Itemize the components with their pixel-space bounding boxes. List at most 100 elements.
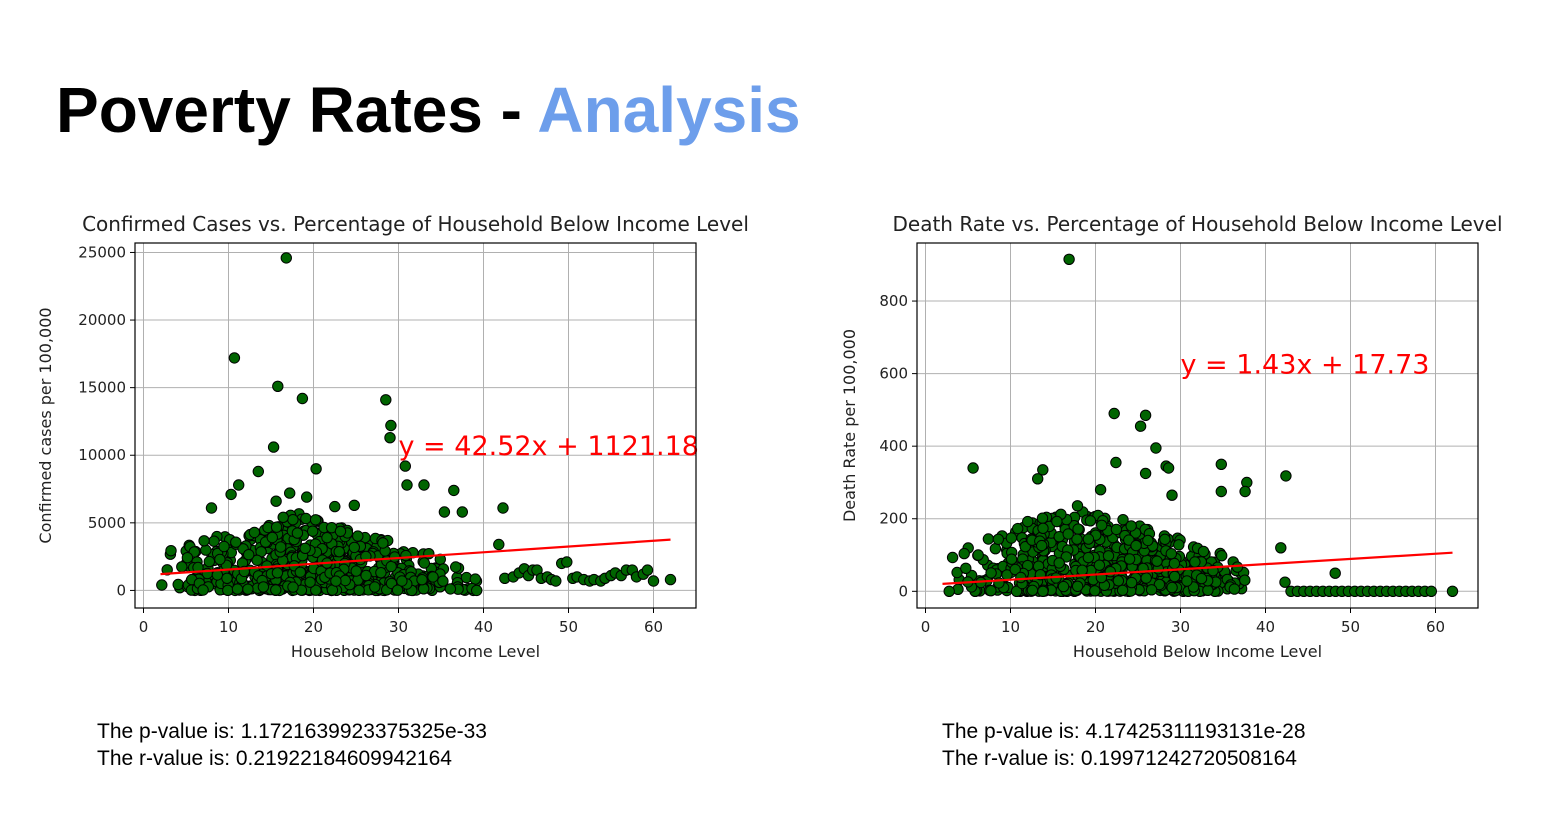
data-point bbox=[1143, 535, 1153, 545]
x-tick-label: 50 bbox=[559, 618, 578, 636]
data-point bbox=[253, 466, 263, 476]
data-point bbox=[1083, 534, 1093, 544]
y-axis-label: Death Rate per 100,000 bbox=[840, 329, 859, 522]
data-point bbox=[1152, 556, 1162, 566]
data-point bbox=[166, 546, 176, 556]
data-point bbox=[1077, 565, 1087, 575]
data-point bbox=[1190, 557, 1200, 567]
data-point bbox=[285, 488, 295, 498]
data-point bbox=[351, 566, 361, 576]
data-point bbox=[223, 585, 233, 595]
data-point bbox=[1276, 543, 1286, 553]
data-point bbox=[1097, 520, 1107, 530]
chart-title: Death Rate vs. Percentage of Household B… bbox=[893, 212, 1503, 236]
data-point bbox=[378, 538, 388, 548]
y-tick-label: 20000 bbox=[78, 311, 126, 329]
x-tick-label: 40 bbox=[474, 618, 493, 636]
data-point bbox=[1064, 254, 1074, 264]
data-point bbox=[249, 527, 259, 537]
data-point bbox=[276, 542, 286, 552]
data-point bbox=[229, 353, 239, 363]
data-point bbox=[331, 576, 341, 586]
data-point bbox=[551, 576, 561, 586]
data-point bbox=[1182, 576, 1192, 586]
data-point bbox=[1073, 524, 1083, 534]
data-point bbox=[1167, 582, 1177, 592]
data-point bbox=[1447, 586, 1457, 596]
x-tick-label: 60 bbox=[1426, 618, 1445, 636]
data-point bbox=[349, 500, 359, 510]
data-point bbox=[305, 577, 315, 587]
y-tick-label: 200 bbox=[879, 510, 908, 528]
chart-title: Confirmed Cases vs. Percentage of Househ… bbox=[82, 212, 749, 236]
data-point bbox=[1058, 581, 1068, 591]
data-point bbox=[1090, 586, 1100, 596]
y-axis-label: Confirmed cases per 100,000 bbox=[36, 307, 55, 543]
y-tick-label: 600 bbox=[879, 365, 908, 383]
data-point bbox=[234, 480, 244, 490]
data-point bbox=[1126, 577, 1136, 587]
data-point bbox=[1169, 558, 1179, 568]
data-point bbox=[428, 572, 438, 582]
data-point bbox=[1217, 551, 1227, 561]
data-point bbox=[219, 541, 229, 551]
regression-equation-label: y = 42.52x + 1121.18 bbox=[399, 431, 699, 462]
data-point bbox=[386, 561, 396, 571]
data-point bbox=[973, 550, 983, 560]
x-tick-label: 0 bbox=[921, 618, 931, 636]
data-point bbox=[1124, 554, 1134, 564]
data-point bbox=[494, 539, 504, 549]
data-point bbox=[1169, 571, 1179, 581]
data-point bbox=[281, 253, 291, 263]
data-point bbox=[1006, 554, 1016, 564]
data-point bbox=[419, 480, 429, 490]
data-point bbox=[311, 464, 321, 474]
data-point bbox=[1117, 585, 1127, 595]
data-point bbox=[401, 550, 411, 560]
data-point bbox=[419, 558, 429, 568]
data-point bbox=[354, 585, 364, 595]
x-tick-label: 10 bbox=[1001, 618, 1020, 636]
data-point bbox=[1016, 572, 1026, 582]
data-point bbox=[983, 534, 993, 544]
data-point bbox=[271, 496, 281, 506]
x-tick-label: 10 bbox=[219, 618, 238, 636]
y-tick-label: 400 bbox=[879, 437, 908, 455]
data-point bbox=[1240, 575, 1250, 585]
data-point bbox=[297, 393, 307, 403]
data-point bbox=[1038, 586, 1048, 596]
data-point bbox=[959, 548, 969, 558]
data-point bbox=[271, 522, 281, 532]
data-point bbox=[1023, 516, 1033, 526]
data-point bbox=[349, 542, 359, 552]
data-point bbox=[1163, 463, 1173, 473]
data-point bbox=[243, 584, 253, 594]
data-point bbox=[1166, 549, 1176, 559]
data-point bbox=[1330, 568, 1340, 578]
data-point bbox=[1140, 468, 1150, 478]
confirmed-cases-stats: The p-value is: 1.1721639923375325e-33 T… bbox=[97, 718, 487, 772]
data-point bbox=[386, 420, 396, 430]
data-point bbox=[1140, 410, 1150, 420]
data-point bbox=[1203, 585, 1213, 595]
data-point bbox=[198, 585, 208, 595]
data-point bbox=[1072, 581, 1082, 591]
data-point bbox=[1167, 490, 1177, 500]
data-point bbox=[157, 580, 167, 590]
data-point bbox=[335, 526, 345, 536]
data-point bbox=[451, 562, 461, 572]
data-point bbox=[278, 512, 288, 522]
data-point bbox=[990, 544, 1000, 554]
data-points bbox=[944, 254, 1458, 596]
data-point bbox=[417, 575, 427, 585]
data-point bbox=[472, 585, 482, 595]
data-point bbox=[1196, 573, 1206, 583]
data-point bbox=[381, 395, 391, 405]
y-tick-label: 0 bbox=[116, 581, 126, 599]
data-point bbox=[665, 574, 675, 584]
data-point bbox=[292, 528, 302, 538]
data-point bbox=[944, 586, 954, 596]
data-point bbox=[288, 515, 298, 525]
data-point bbox=[209, 536, 219, 546]
data-point bbox=[385, 433, 395, 443]
